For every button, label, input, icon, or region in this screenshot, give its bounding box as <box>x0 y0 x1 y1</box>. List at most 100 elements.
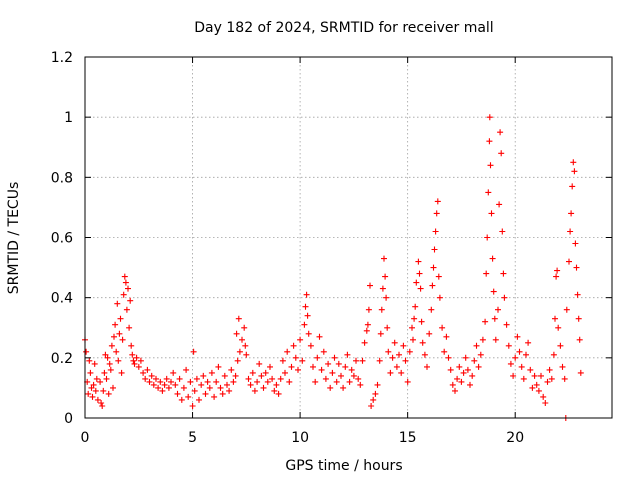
data-point <box>302 303 309 310</box>
data-point <box>108 342 115 349</box>
data-point <box>443 333 450 340</box>
data-point <box>489 255 496 262</box>
data-point <box>428 306 435 313</box>
data-point <box>359 357 366 364</box>
plot-frame <box>84 56 613 419</box>
data-point <box>452 387 458 394</box>
data-point <box>104 354 111 361</box>
data-point <box>525 339 532 346</box>
data-point <box>436 294 443 301</box>
data-point <box>550 351 557 358</box>
data-point <box>384 324 391 331</box>
data-point <box>492 336 499 343</box>
data-point <box>391 339 398 346</box>
data-point <box>523 351 529 358</box>
data-point <box>333 378 340 385</box>
data-point <box>310 363 316 370</box>
data-point <box>217 384 224 391</box>
data-point <box>221 372 228 379</box>
data-point <box>208 369 215 376</box>
data-point <box>269 375 276 382</box>
data-point <box>370 396 377 403</box>
data-point <box>264 378 271 385</box>
data-point <box>196 396 202 403</box>
data-point <box>322 375 329 382</box>
data-point <box>445 354 452 361</box>
data-point <box>381 255 387 262</box>
data-point <box>555 324 562 331</box>
data-point <box>262 369 269 376</box>
data-point <box>174 390 181 397</box>
data-point <box>569 183 576 190</box>
data-point <box>426 330 433 337</box>
data-point <box>303 291 310 298</box>
data-point <box>568 210 575 217</box>
data-point <box>540 393 547 400</box>
data-point <box>542 400 549 406</box>
data-point <box>400 342 407 349</box>
data-point <box>479 336 486 343</box>
data-point <box>115 357 122 364</box>
data-point <box>389 354 396 361</box>
data-point <box>219 390 226 397</box>
y-tick-label: 0.8 <box>51 170 73 186</box>
y-tick-label: 0 <box>64 411 73 427</box>
data-point <box>572 240 579 247</box>
data-point <box>432 228 439 235</box>
x-tick-label: 0 <box>81 430 90 446</box>
y-tick-label: 0.2 <box>51 351 73 367</box>
data-point <box>239 336 245 343</box>
y-tick-label: 0.4 <box>51 291 73 307</box>
data-point <box>574 291 581 298</box>
data-point <box>273 381 280 388</box>
data-point <box>304 312 311 319</box>
data-point <box>416 270 423 277</box>
data-point <box>331 354 338 361</box>
data-point <box>374 381 381 388</box>
data-point <box>100 387 107 394</box>
data-point <box>404 378 411 385</box>
data-point <box>258 372 265 379</box>
data-point <box>228 366 235 373</box>
data-point <box>161 381 168 388</box>
data-point <box>130 357 137 364</box>
data-point <box>538 372 544 379</box>
data-point <box>198 381 205 388</box>
x-tick-label: 15 <box>399 430 417 446</box>
data-point <box>348 366 355 373</box>
data-point <box>135 363 142 370</box>
data-point <box>254 378 261 385</box>
data-point <box>110 384 116 391</box>
data-point <box>89 393 96 400</box>
data-point <box>372 390 379 397</box>
data-point <box>571 168 578 175</box>
data-point <box>327 384 334 391</box>
data-point <box>200 372 207 379</box>
data-point <box>464 366 471 373</box>
data-point <box>112 321 119 328</box>
data-point <box>554 267 561 274</box>
data-point <box>301 321 308 328</box>
data-point <box>86 357 93 364</box>
data-point <box>503 321 510 328</box>
data-point <box>277 375 284 382</box>
data-point <box>189 403 196 409</box>
data-point <box>329 369 336 376</box>
data-point <box>462 354 469 361</box>
y-tick-label: 1.2 <box>51 50 73 66</box>
data-point <box>163 375 170 382</box>
data-point <box>501 294 508 301</box>
data-point <box>344 351 351 358</box>
data-point <box>92 387 99 394</box>
data-point <box>368 403 375 409</box>
data-point <box>485 189 492 196</box>
data-point <box>412 303 419 310</box>
data-point <box>483 270 490 277</box>
data-point <box>486 138 493 145</box>
data-point <box>204 378 211 385</box>
data-point <box>284 348 291 355</box>
data-point <box>482 318 489 325</box>
data-point <box>413 279 420 286</box>
data-point <box>417 285 424 292</box>
